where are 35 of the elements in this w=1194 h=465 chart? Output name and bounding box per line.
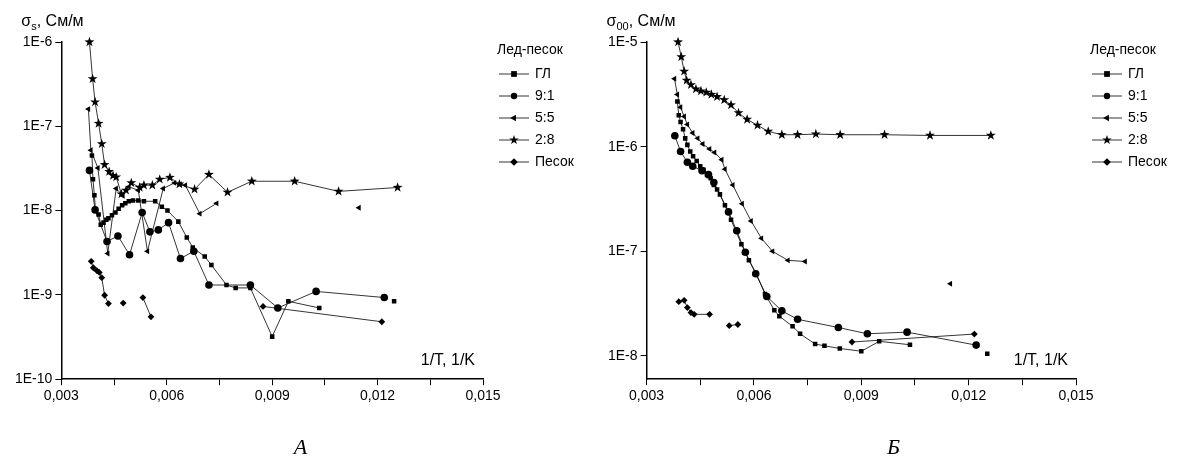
legend-title: Лед-песок <box>1090 40 1157 57</box>
legend-label: 9:1 <box>535 86 555 103</box>
x-tick-label: 0,009 <box>843 387 880 404</box>
x-tick-label: 0,012 <box>360 387 396 404</box>
legend-label: 2:8 <box>535 130 555 147</box>
y-tick-label: 1E-6 <box>607 137 638 154</box>
y-tick-label: 1E-9 <box>22 285 53 302</box>
y-tick-label: 1E-6 <box>22 32 53 49</box>
x-axis-title: 1/T, 1/K <box>1013 351 1069 369</box>
x-tick-label: 0,006 <box>149 387 185 404</box>
legend-label: 9:1 <box>1128 86 1148 103</box>
text: Б <box>887 434 900 460</box>
x-tick-label: 0,015 <box>1058 387 1094 404</box>
text: А <box>293 434 308 460</box>
legend-label: 2:8 <box>1128 130 1148 147</box>
y-tick-label: 1E-8 <box>22 201 53 218</box>
y-tick-label: 1E-5 <box>607 32 638 49</box>
x-tick-label: 0,009 <box>254 387 290 404</box>
x-tick-label: 0,003 <box>629 387 665 404</box>
legend-label: Песок <box>535 152 575 169</box>
y-tick-label: 1E-10 <box>15 370 53 387</box>
x-axis-title: 1/T, 1/K <box>420 351 476 369</box>
x-tick-label: 0,003 <box>43 387 80 404</box>
legend-label: ГЛ <box>1128 64 1144 81</box>
legend-label: ГЛ <box>535 64 551 81</box>
x-tick-label: 0,012 <box>951 387 987 404</box>
x-tick-label: 0,015 <box>465 387 501 404</box>
x-tick-label: 0,006 <box>736 387 772 404</box>
legend-label: 5:5 <box>1128 108 1148 125</box>
y-tick-label: 1E-7 <box>607 242 638 259</box>
legend-label: Песок <box>1128 152 1168 169</box>
y-tick-label: 1E-7 <box>22 117 53 134</box>
legend-title: Лед-песок <box>497 40 564 57</box>
legend-label: 5:5 <box>535 108 555 125</box>
y-tick-label: 1E-8 <box>607 346 638 363</box>
